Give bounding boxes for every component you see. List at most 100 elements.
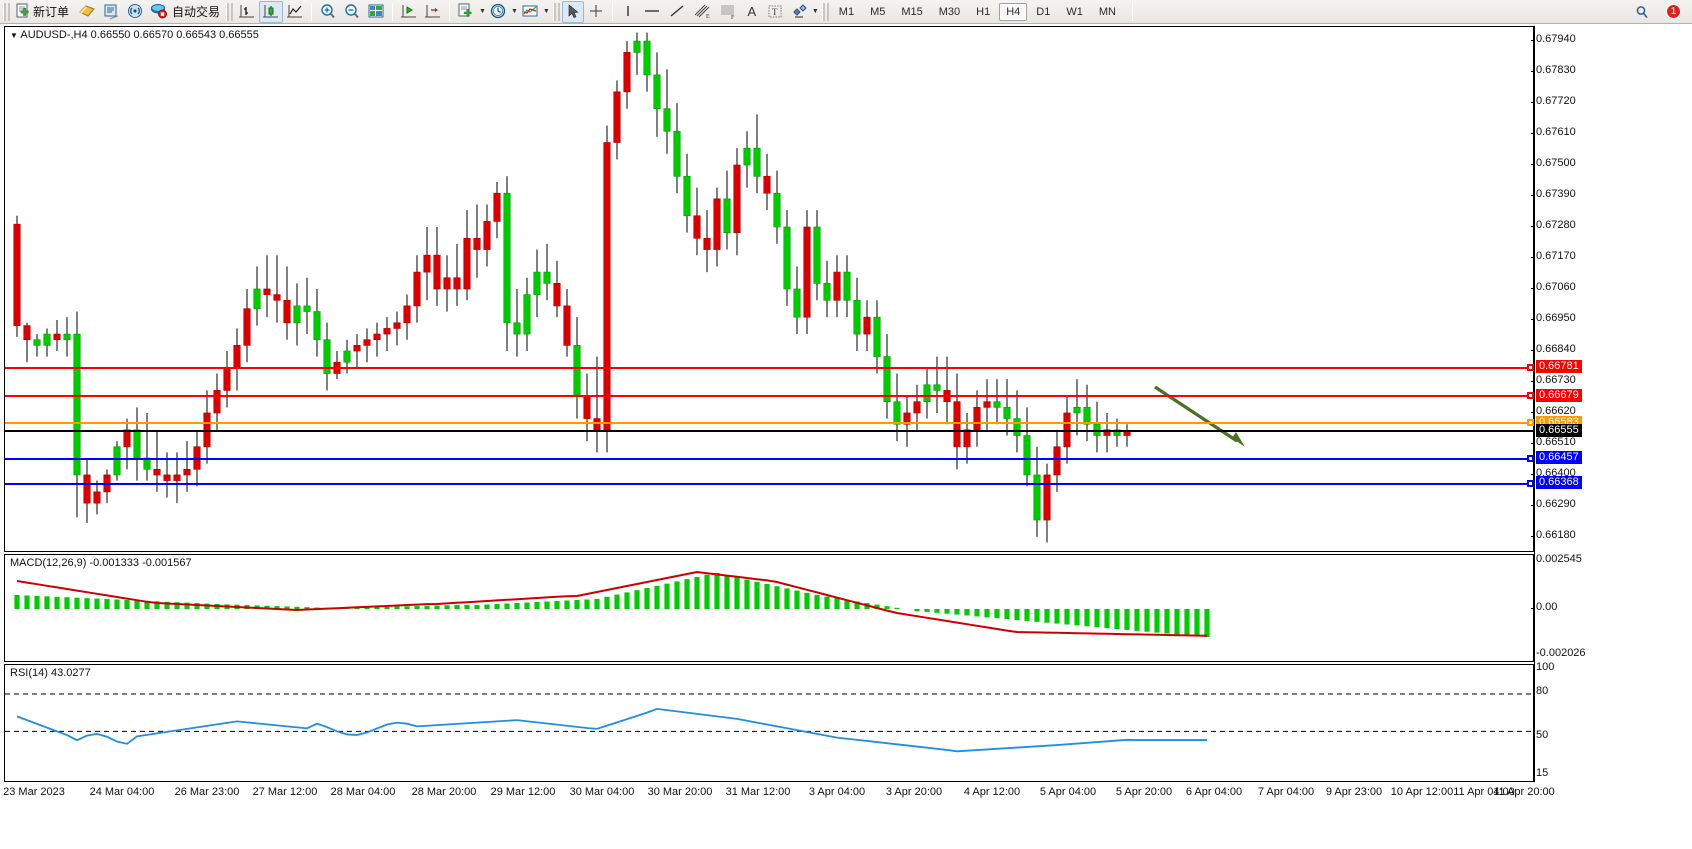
candle [233, 328, 241, 391]
toolbar-grip-3[interactable] [552, 2, 560, 21]
candle [873, 300, 881, 374]
candle [883, 334, 891, 419]
support-line-2-handle[interactable] [1527, 479, 1534, 487]
resistance-line-1[interactable] [5, 366, 1534, 369]
macd-histogram-bar [284, 606, 290, 609]
candle [693, 187, 701, 256]
resistance-line-1-handle[interactable] [1527, 363, 1534, 371]
candle [963, 412, 971, 464]
timeframe-h1[interactable]: H1 [976, 5, 991, 18]
auto-scroll-button[interactable] [421, 1, 445, 23]
macd-histogram-bar [1024, 609, 1030, 621]
candle [553, 260, 561, 318]
timeframe-mn[interactable]: MN [1098, 5, 1116, 18]
zoom-in-button[interactable] [316, 1, 340, 23]
autotrading-button[interactable] [147, 1, 171, 23]
support-line-1-handle[interactable] [1527, 454, 1534, 462]
template-button[interactable] [75, 1, 99, 23]
toolbar-grip-1[interactable] [3, 2, 10, 21]
fibonacci-button[interactable]: F [715, 1, 741, 23]
crosshair-button[interactable] [584, 1, 608, 23]
support-line-2-label[interactable]: 0.66368 [1536, 476, 1582, 490]
new-order-button[interactable]: 新订单 [12, 1, 75, 23]
bar-chart-button[interactable] [235, 1, 259, 23]
horizontal-line-button[interactable] [639, 1, 665, 23]
notification-button[interactable]: 1 [1660, 1, 1686, 23]
price-candles [13, 32, 1245, 543]
pivot-line[interactable] [5, 422, 1534, 425]
price-tick-label: 0.67940 [1536, 33, 1576, 46]
objects-dropdown-arrow[interactable]: ▼ [811, 8, 819, 15]
candle [53, 319, 61, 351]
templates-dropdown-arrow[interactable]: ▼ [542, 8, 550, 15]
add-indicator-button[interactable] [454, 1, 478, 23]
toolbar-grip-4[interactable] [821, 2, 829, 21]
candlestick-chart-button[interactable] [259, 0, 284, 23]
macd-histogram-bar [1134, 609, 1140, 631]
search-button[interactable] [1630, 1, 1654, 23]
current-price-line[interactable] [5, 430, 1534, 433]
cursor-button[interactable] [561, 0, 584, 23]
candle [543, 243, 551, 301]
macd-pane[interactable]: MACD(12,26,9) -0.001333 -0.001567 [4, 554, 1534, 662]
equidistant-channel-button[interactable]: E [689, 1, 715, 23]
timeframe-w1[interactable]: W1 [1066, 5, 1083, 18]
macd-histogram-bar [554, 601, 560, 609]
candle [133, 407, 141, 481]
timeframe-h4[interactable]: H4 [999, 2, 1028, 21]
toolbar-grip-2[interactable] [226, 2, 234, 21]
chart-workspace: ▼ AUDUSD-,H4 0.66550 0.66570 0.66543 0.6… [0, 24, 1692, 849]
chart-collapse-icon[interactable]: ▼ [10, 31, 18, 40]
timeframe-m5[interactable]: M5 [870, 5, 886, 18]
support-line-1[interactable] [5, 457, 1534, 460]
price-tick-mark [1531, 102, 1535, 104]
shift-end-button[interactable] [397, 1, 421, 23]
timeframe-m30[interactable]: M30 [938, 5, 961, 18]
publish-button[interactable] [99, 1, 123, 23]
auto-scroll-icon [425, 5, 441, 18]
candle [1073, 379, 1081, 436]
date-axis-label: 3 Apr 20:00 [885, 786, 943, 798]
signals-button[interactable] [123, 1, 147, 23]
period-button[interactable] [486, 1, 510, 23]
candle [393, 311, 401, 346]
candle [843, 255, 851, 318]
add-indicator-dropdown-arrow[interactable]: ▼ [479, 8, 486, 15]
price-chart-pane[interactable]: ▼ AUDUSD-,H4 0.66550 0.66570 0.66543 0.6… [4, 26, 1534, 552]
support-line-1-label[interactable]: 0.66457 [1536, 451, 1582, 465]
rsi-pane[interactable]: RSI(14) 43.0277 [4, 664, 1534, 782]
timeframe-m15[interactable]: M15 [901, 5, 923, 18]
date-axis-label: 29 Mar 12:00 [490, 786, 556, 798]
resistance-line-2[interactable] [5, 395, 1534, 398]
macd-histogram-bar [1154, 609, 1160, 633]
line-chart-button[interactable] [283, 1, 307, 23]
candle [93, 480, 101, 515]
trendline-button[interactable] [665, 1, 689, 23]
zoom-out-button[interactable] [340, 1, 364, 23]
date-axis-label: 24 Mar 04:00 [89, 786, 155, 798]
objects-button[interactable] [787, 1, 811, 23]
data-window-button[interactable] [364, 1, 388, 23]
resistance-line-2-label[interactable]: 0.66679 [1536, 388, 1582, 402]
timeframe-m1[interactable]: M1 [838, 5, 855, 18]
current-price-line-label[interactable]: 0.66555 [1536, 423, 1582, 437]
support-line-2[interactable] [5, 482, 1534, 485]
text-label-button[interactable]: T [763, 1, 787, 23]
bar-chart-icon [239, 5, 255, 18]
period-dropdown-arrow[interactable]: ▼ [510, 8, 518, 15]
timeframe-d1[interactable]: D1 [1036, 5, 1051, 18]
candle [253, 266, 261, 326]
candle [463, 210, 471, 301]
price-tick-label: 0.67280 [1536, 219, 1576, 232]
resistance-line-1-label[interactable]: 0.66781 [1536, 360, 1582, 374]
macd-histogram-bar [624, 592, 630, 609]
text-button[interactable]: A [741, 1, 763, 23]
vertical-line-button[interactable] [617, 1, 639, 23]
pivot-line-handle[interactable] [1527, 419, 1534, 427]
templates-button[interactable] [518, 1, 542, 23]
resistance-line-2-handle[interactable] [1527, 392, 1534, 400]
macd-histogram-bar [264, 605, 270, 609]
candle [453, 243, 461, 306]
price-tick-mark [1531, 473, 1535, 475]
candle [533, 249, 541, 318]
